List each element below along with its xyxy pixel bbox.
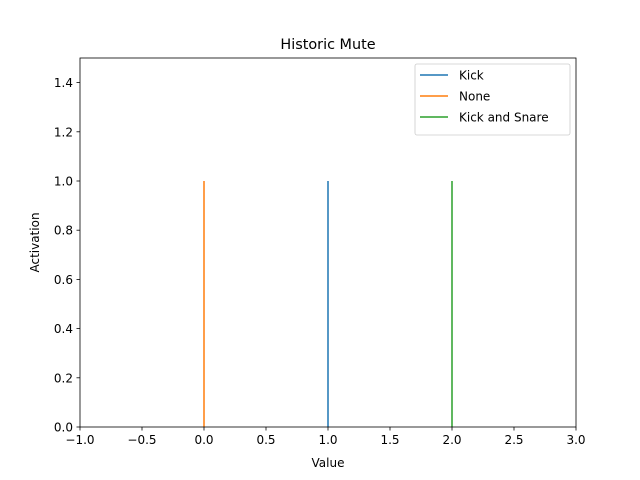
y-tick-label: 0.8 (54, 224, 73, 238)
x-tick-label: 2.5 (504, 433, 523, 447)
x-tick-label: 0.0 (194, 433, 213, 447)
y-tick-label: 1.4 (54, 76, 73, 90)
y-tick-label: 0.0 (54, 421, 73, 435)
y-axis: 0.0 0.2 0.4 0.6 0.8 1.0 1.2 1.4 (54, 76, 80, 435)
x-tick-label: 1.5 (380, 433, 399, 447)
legend: Kick None Kick and Snare (414, 63, 571, 136)
x-axis: −1.0 −0.5 0.0 0.5 1.0 1.5 2.0 2.5 3.0 (65, 427, 586, 447)
y-tick-label: 0.6 (54, 273, 73, 287)
x-tick-label: 3.0 (566, 433, 585, 447)
x-tick-label: −1.0 (65, 433, 94, 447)
x-tick-label: 0.5 (256, 433, 275, 447)
y-tick-label: 0.2 (54, 371, 73, 385)
legend-entry-label: Kick (459, 69, 484, 83)
legend-entry-label: None (459, 90, 490, 104)
x-tick-label: 1.0 (318, 433, 337, 447)
legend-entry-label: Kick and Snare (459, 111, 549, 125)
series-layer (203, 181, 453, 427)
y-tick-label: 1.2 (54, 125, 73, 139)
x-tick-label: −0.5 (127, 433, 156, 447)
y-axis-label: Activation (28, 212, 42, 272)
chart-title: Historic Mute (280, 37, 375, 53)
y-tick-label: 1.0 (54, 175, 73, 189)
legend-box (414, 63, 571, 136)
x-tick-label: 2.0 (442, 433, 461, 447)
y-tick-label: 0.4 (54, 322, 73, 336)
x-axis-label: Value (312, 456, 345, 470)
